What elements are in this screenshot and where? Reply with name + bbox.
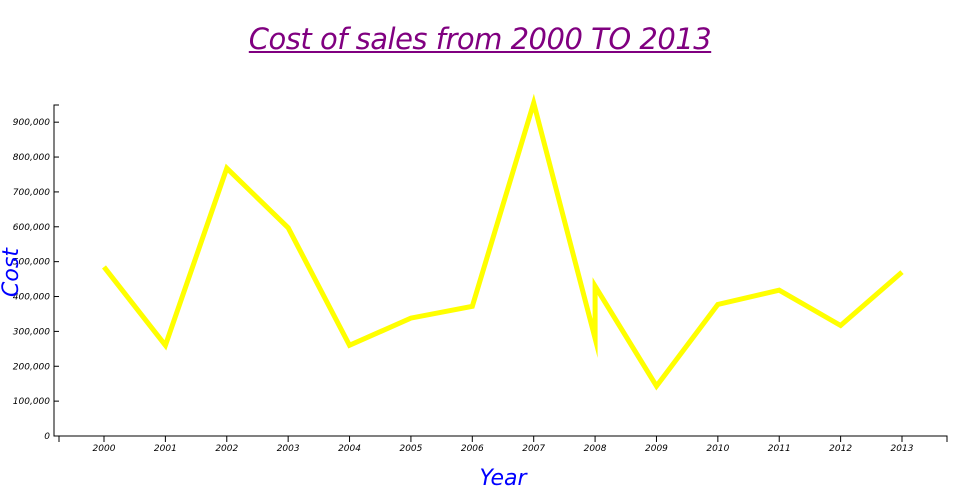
y-tick-label: 600,000 <box>13 223 50 233</box>
y-tick-label: 0 <box>44 432 50 442</box>
x-tick-label: 2010 <box>706 444 729 454</box>
y-tick-label: 700,000 <box>13 188 50 198</box>
x-tick-label: 2012 <box>829 444 852 454</box>
x-tick-label: 2001 <box>154 444 177 454</box>
y-tick-label: 300,000 <box>13 327 50 337</box>
y-tick-label: 800,000 <box>13 153 50 163</box>
x-tick-label: 2013 <box>891 444 914 454</box>
x-tick-label: 2002 <box>215 444 238 454</box>
data-point <box>347 343 352 348</box>
data-point <box>838 323 843 328</box>
data-point <box>777 288 782 293</box>
x-tick-label: 2004 <box>338 444 361 454</box>
y-axis-line <box>53 104 59 437</box>
chart-title: Cost of sales from 2000 TO 2013 <box>248 22 712 56</box>
y-axis-label: Cost <box>0 247 24 297</box>
x-tick-label: 2007 <box>522 444 545 454</box>
data-point <box>224 166 229 171</box>
x-tick-label: 2005 <box>399 444 422 454</box>
series-line <box>102 93 904 391</box>
data-point <box>163 343 168 348</box>
data-point <box>102 264 107 269</box>
x-axis-label: Year <box>479 466 528 491</box>
y-tick-label: 200,000 <box>13 362 50 372</box>
y-tick-label: 400,000 <box>13 293 50 303</box>
data-point <box>470 304 475 309</box>
x-tick-label: 2003 <box>277 444 300 454</box>
data-point <box>654 384 659 389</box>
x-tick-label: 2006 <box>461 444 484 454</box>
y-tick-label: 900,000 <box>13 118 50 128</box>
data-point <box>593 284 598 289</box>
y-tick-label: 100,000 <box>13 397 50 407</box>
data-point <box>286 225 291 230</box>
x-tick-label: 2000 <box>93 444 116 454</box>
x-tick-label: 2008 <box>584 444 607 454</box>
data-point <box>593 336 598 341</box>
x-tick-label: 2009 <box>645 444 668 454</box>
x-tick-label: 2011 <box>768 444 791 454</box>
x-axis-line <box>58 435 948 442</box>
data-point <box>531 101 536 106</box>
data-point <box>715 302 720 307</box>
data-point <box>408 316 413 321</box>
y-tick-label: 500,000 <box>13 258 50 268</box>
data-point <box>900 270 905 275</box>
